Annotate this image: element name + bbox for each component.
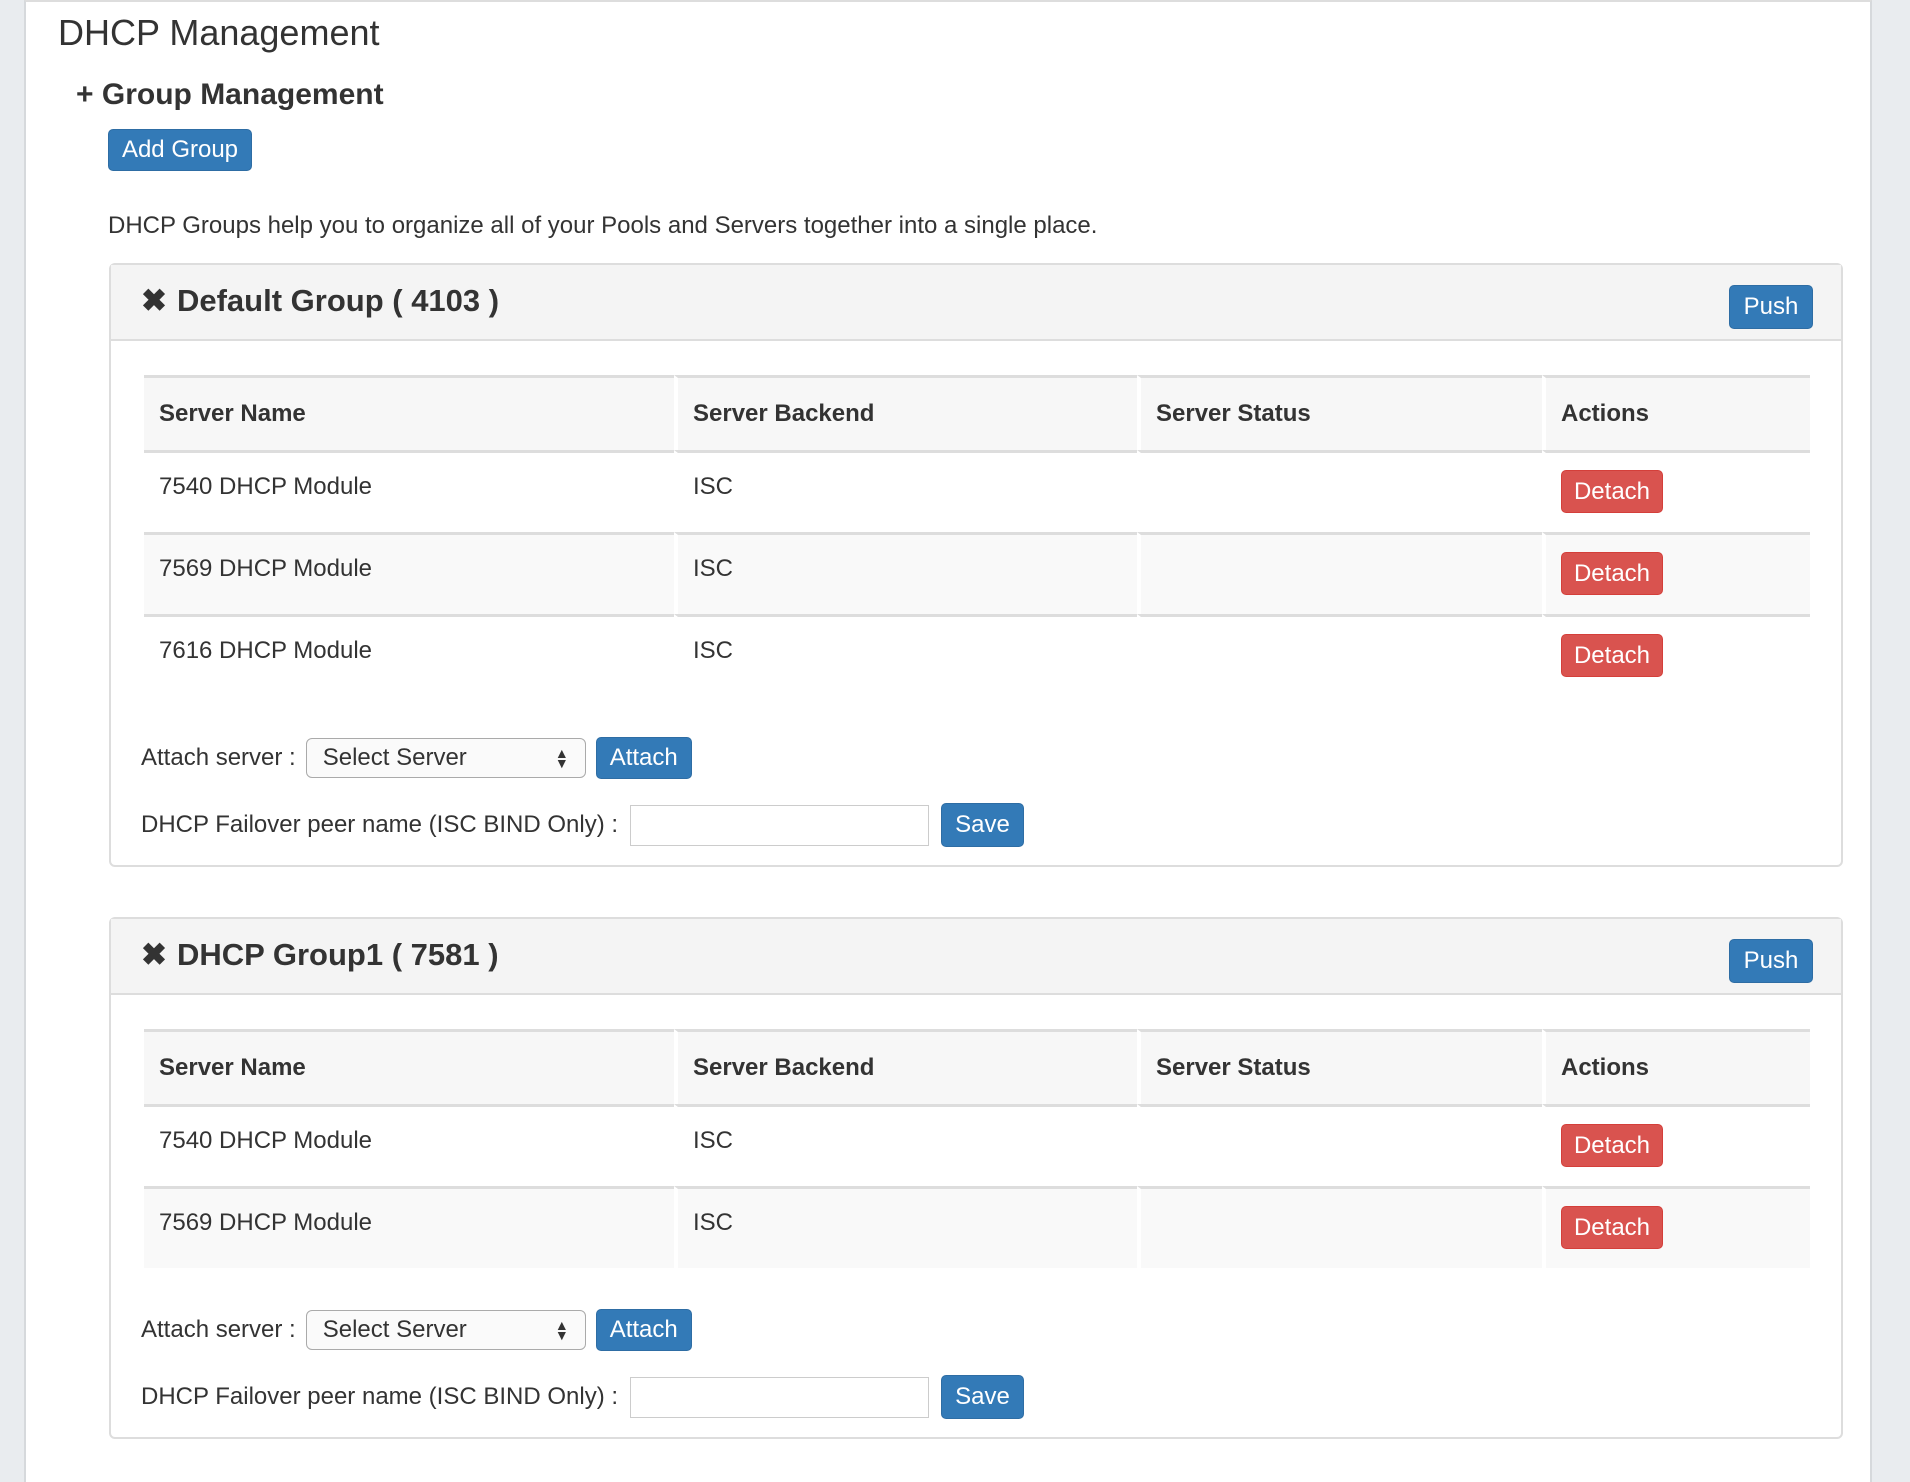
detach-button[interactable]: Detach: [1561, 1124, 1663, 1167]
sort-arrows-icon: ▲ ▼: [554, 745, 569, 771]
failover-peer-input[interactable]: [630, 804, 930, 846]
page-title: DHCP Management: [58, 12, 380, 53]
col-server-backend: Server Backend: [674, 1029, 1137, 1104]
server-name: 7569 DHCP Module: [144, 1186, 674, 1268]
save-button[interactable]: Save: [941, 1375, 1025, 1419]
table-row: 7540 DHCP Module ISC Detach: [144, 1104, 1810, 1186]
failover-row: DHCP Failover peer name (ISC BIND Only) …: [141, 1375, 1025, 1419]
attach-label: Attach server :: [141, 1316, 296, 1343]
server-name: 7540 DHCP Module: [144, 450, 674, 532]
close-icon[interactable]: ✖: [141, 937, 167, 972]
server-name: 7569 DHCP Module: [144, 532, 674, 614]
server-backend: ISC: [674, 450, 1137, 532]
save-button[interactable]: Save: [941, 803, 1025, 847]
server-backend: ISC: [674, 1186, 1137, 1268]
group-header: ✖ Default Group ( 4103 ) Push: [111, 265, 1841, 341]
group-header: ✖ DHCP Group1 ( 7581 ) Push: [111, 919, 1841, 995]
col-server-status: Server Status: [1137, 375, 1542, 450]
servers-table: Server Name Server Backend Server Status…: [144, 1029, 1810, 1268]
failover-row: DHCP Failover peer name (ISC BIND Only) …: [141, 803, 1025, 847]
attach-row: Attach server : Select Server ▲ ▼ Attach: [141, 1309, 692, 1351]
server-status: [1137, 1186, 1542, 1268]
add-group-button[interactable]: Add Group: [108, 129, 252, 171]
server-status: [1137, 1104, 1542, 1186]
table-row: 7569 DHCP Module ISC Detach: [144, 532, 1810, 614]
detach-button[interactable]: Detach: [1561, 634, 1663, 677]
col-server-name: Server Name: [144, 375, 674, 450]
table-row: 7616 DHCP Module ISC Detach: [144, 614, 1810, 696]
failover-peer-input[interactable]: [630, 1376, 930, 1418]
group-panel: ✖ DHCP Group1 ( 7581 ) Push Server Name S…: [109, 917, 1843, 1439]
section-heading[interactable]: + Group Management: [76, 78, 384, 111]
table-row: 7569 DHCP Module ISC Detach: [144, 1186, 1810, 1268]
server-status: [1137, 614, 1542, 696]
sort-arrows-icon: ▲ ▼: [554, 1317, 569, 1343]
col-server-status: Server Status: [1137, 1029, 1542, 1104]
table-header: Server Name Server Backend Server Status…: [144, 375, 1810, 450]
server-select[interactable]: Select Server ▲ ▼: [305, 738, 586, 778]
server-name: 7540 DHCP Module: [144, 1104, 674, 1186]
table-row: 7540 DHCP Module ISC Detach: [144, 450, 1810, 532]
attach-label: Attach server :: [141, 744, 296, 771]
server-status: [1137, 450, 1542, 532]
group-title: Default Group ( 4103 ): [176, 283, 500, 318]
col-server-name: Server Name: [144, 1029, 674, 1104]
attach-button[interactable]: Attach: [595, 737, 692, 779]
description: DHCP Groups help you to organize all of …: [108, 212, 1098, 239]
col-actions: Actions: [1542, 1029, 1810, 1104]
server-select[interactable]: Select Server ▲ ▼: [305, 1310, 586, 1350]
table-header: Server Name Server Backend Server Status…: [144, 1029, 1810, 1104]
push-button[interactable]: Push: [1729, 939, 1813, 983]
attach-row: Attach server : Select Server ▲ ▼ Attach: [141, 737, 692, 779]
group-title: DHCP Group1 ( 7581 ): [176, 937, 499, 972]
server-backend: ISC: [674, 614, 1137, 696]
close-icon[interactable]: ✖: [141, 283, 167, 318]
failover-label: DHCP Failover peer name (ISC BIND Only) …: [141, 811, 619, 838]
server-backend: ISC: [674, 1104, 1137, 1186]
attach-button[interactable]: Attach: [595, 1309, 692, 1351]
detach-button[interactable]: Detach: [1561, 552, 1663, 595]
col-actions: Actions: [1542, 375, 1810, 450]
col-server-backend: Server Backend: [674, 375, 1137, 450]
detach-button[interactable]: Detach: [1561, 1206, 1663, 1249]
detach-button[interactable]: Detach: [1561, 470, 1663, 513]
failover-label: DHCP Failover peer name (ISC BIND Only) …: [141, 1383, 619, 1410]
server-backend: ISC: [674, 532, 1137, 614]
server-name: 7616 DHCP Module: [144, 614, 674, 696]
servers-table: Server Name Server Backend Server Status…: [144, 375, 1810, 696]
group-panel: ✖ Default Group ( 4103 ) Push Server Name…: [109, 263, 1843, 867]
plus-icon[interactable]: +: [76, 78, 94, 111]
push-button[interactable]: Push: [1729, 285, 1813, 329]
main-content: DHCP Management + Group Management Add G…: [24, 0, 1872, 1482]
server-status: [1137, 532, 1542, 614]
